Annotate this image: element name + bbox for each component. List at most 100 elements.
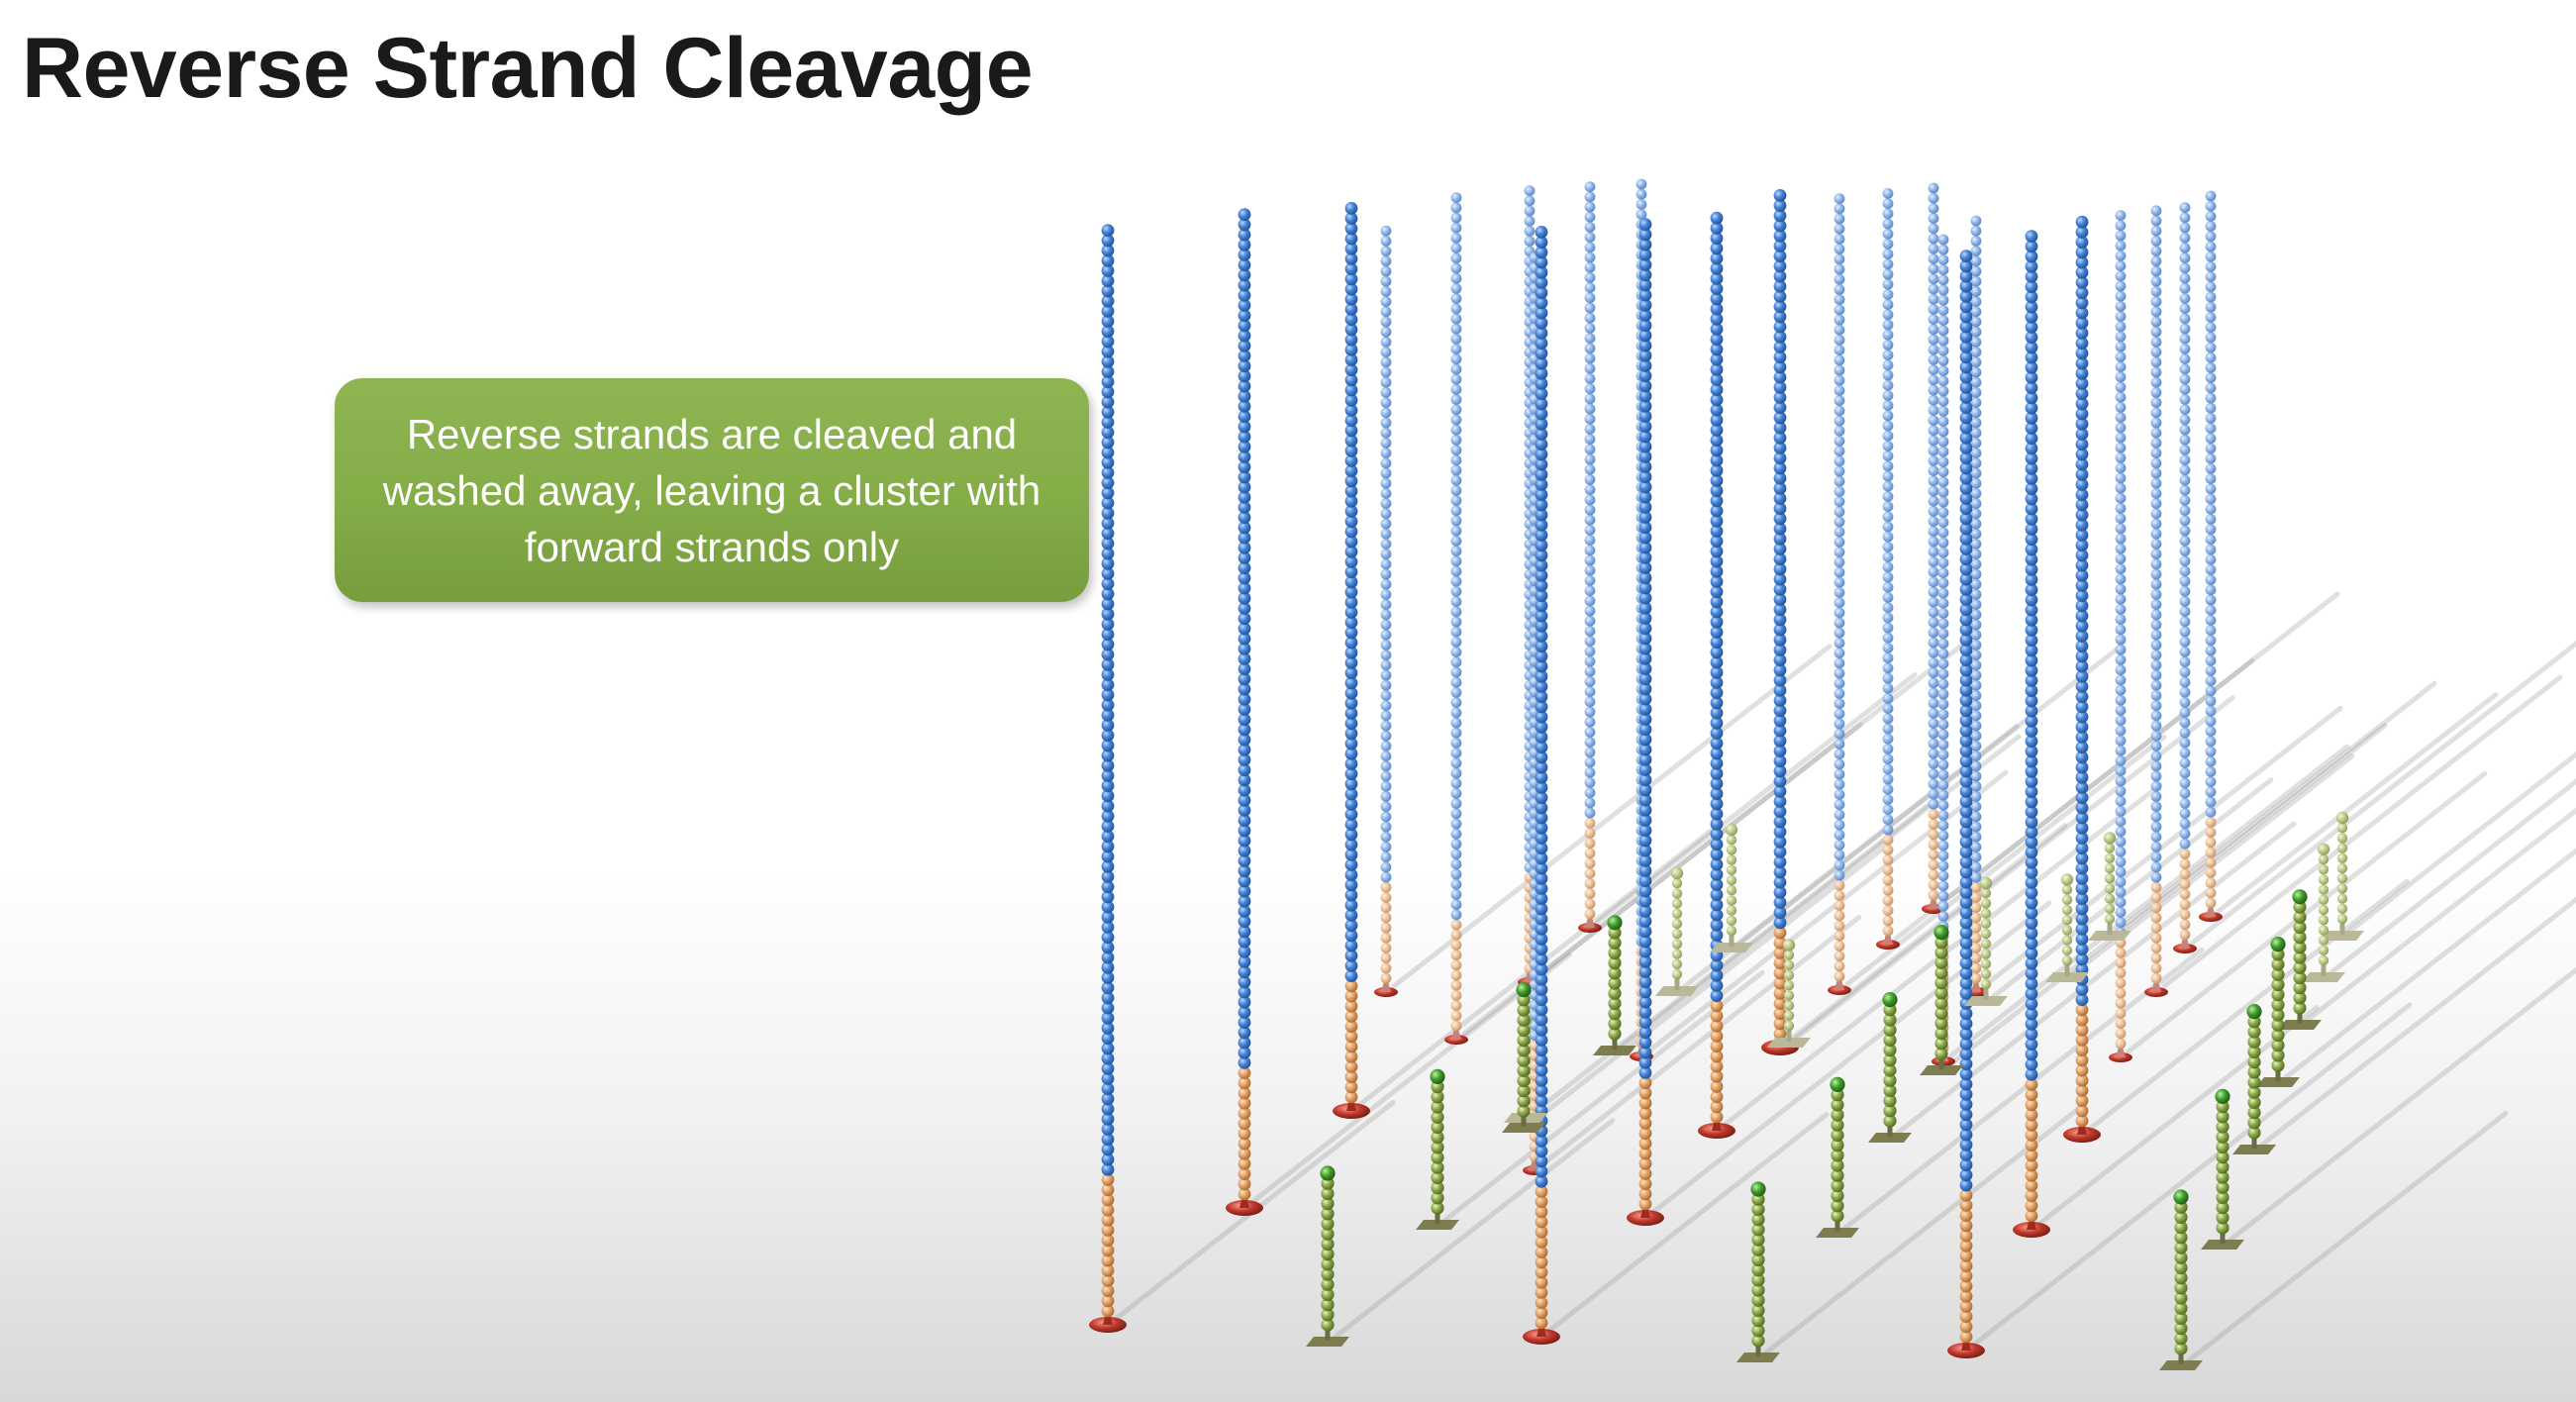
nucleotide-bead: [1238, 915, 1251, 928]
nucleotide-bead: [2150, 932, 2162, 944]
nucleotide-bead: [2025, 896, 2038, 910]
nucleotide-bead: [1450, 262, 1462, 274]
nucleotide-bead: [1380, 720, 1392, 732]
nucleotide-bead: [1380, 549, 1392, 559]
nucleotide-bead: [1882, 491, 1894, 502]
nucleotide-bead: [1970, 751, 1982, 761]
nucleotide-bead: [1710, 999, 1724, 1013]
nucleotide-bead: [1535, 579, 1548, 592]
nucleotide-bead: [1970, 347, 1982, 357]
nucleotide-bead: [1584, 807, 1596, 819]
nucleotide-bead: [1380, 225, 1392, 237]
stub-bead: [2336, 883, 2348, 894]
nucleotide-bead: [1450, 676, 1462, 688]
nucleotide-bead: [1937, 900, 1949, 912]
nucleotide-bead: [2179, 606, 2191, 617]
nucleotide-bead: [1535, 1063, 1548, 1077]
nucleotide-bead: [1937, 678, 1949, 690]
nucleotide-bead: [1773, 623, 1787, 637]
nucleotide-bead: [1535, 690, 1548, 703]
nucleotide-bead: [2025, 876, 2038, 889]
nucleotide-bead: [1882, 410, 1894, 422]
nucleotide-bead: [1238, 622, 1251, 636]
nucleotide-bead: [1970, 962, 1982, 974]
nucleotide-bead: [1959, 936, 1973, 950]
nucleotide-bead: [1344, 404, 1358, 417]
stub-bead: [1608, 936, 1622, 950]
nucleotide-bead: [2115, 846, 2127, 857]
nucleotide-bead: [1638, 379, 1652, 393]
stub-bead: [1726, 895, 1737, 906]
stub-bead: [1934, 996, 1948, 1010]
stub-bead: [1783, 969, 1795, 981]
nucleotide-bead: [1970, 236, 1982, 247]
nucleotide-bead: [1238, 602, 1251, 615]
nucleotide-bead: [1535, 609, 1548, 623]
nucleotide-bead: [1882, 693, 1894, 704]
nucleotide-bead: [2075, 1063, 2089, 1077]
nucleotide-bead: [1937, 345, 1949, 356]
stub-bead: [1431, 1170, 1444, 1184]
nucleotide-bead: [1535, 1296, 1548, 1309]
nucleotide-bead: [2075, 467, 2089, 481]
stub-bead: [2293, 960, 2307, 974]
nucleotide-bead: [1928, 667, 1939, 678]
nucleotide-bead: [2025, 259, 2038, 273]
nucleotide-bead: [1101, 1001, 1115, 1015]
nucleotide-bead: [2115, 917, 2127, 928]
nucleotide-bead: [1535, 276, 1548, 289]
nucleotide-bead: [2150, 296, 2162, 307]
nucleotide-bead: [1380, 640, 1392, 651]
stub-bead: [1831, 1098, 1844, 1112]
nucleotide-bead: [2150, 366, 2162, 378]
nucleotide-bead: [1450, 748, 1462, 758]
nucleotide-bead: [1833, 749, 1845, 759]
nucleotide-bead: [2075, 366, 2089, 380]
nucleotide-bead: [1101, 1052, 1115, 1065]
nucleotide-bead: [1450, 515, 1462, 527]
nucleotide-bead: [1710, 282, 1724, 295]
nucleotide-bead: [1928, 738, 1939, 750]
nucleotide-bead: [2115, 583, 2127, 595]
stub-bead: [1751, 1283, 1765, 1297]
nucleotide-bead: [1344, 989, 1358, 1003]
stub-bead: [1671, 939, 1683, 950]
nucleotide-bead: [2115, 462, 2127, 473]
nucleotide-bead: [1238, 672, 1251, 686]
nucleotide-bead: [1638, 1005, 1652, 1019]
nucleotide-bead: [1344, 484, 1358, 498]
nucleotide-bead: [1344, 414, 1358, 427]
nucleotide-bead: [2205, 271, 2217, 282]
nucleotide-bead: [1937, 416, 1949, 427]
nucleotide-bead: [2205, 897, 2217, 909]
nucleotide-bead: [2150, 751, 2162, 761]
nucleotide-bead: [1380, 488, 1392, 499]
nucleotide-bead: [1959, 421, 1973, 435]
nucleotide-bead: [1937, 587, 1949, 599]
nucleotide-bead: [2179, 495, 2191, 506]
nucleotide-bead: [1584, 323, 1596, 334]
nucleotide-bead: [2075, 912, 2089, 926]
nucleotide-bead: [2150, 255, 2162, 267]
nucleotide-bead: [1970, 427, 1982, 439]
nucleotide-bead: [1773, 896, 1787, 909]
nucleotide-bead: [1380, 337, 1392, 348]
nucleotide-bead: [1101, 405, 1115, 419]
nucleotide-bead: [1882, 794, 1894, 805]
nucleotide-bead: [1101, 466, 1115, 479]
nucleotide-bead: [1970, 407, 1982, 419]
stub-bead: [2174, 1260, 2188, 1274]
nucleotide-bead: [1380, 326, 1392, 338]
nucleotide-bead: [1638, 702, 1652, 716]
nucleotide-bead: [2025, 694, 2038, 708]
nucleotide-bead: [2205, 837, 2217, 849]
nucleotide-bead: [1970, 851, 1982, 862]
nucleotide-bead: [1928, 475, 1939, 487]
nucleotide-bead: [1535, 933, 1548, 946]
nucleotide-bead: [1238, 350, 1251, 362]
nucleotide-bead: [1535, 236, 1548, 250]
nucleotide-bead: [1450, 454, 1462, 466]
nucleotide-bead: [2205, 291, 2217, 303]
nucleotide-bead: [1638, 894, 1652, 908]
nucleotide-bead: [1710, 302, 1724, 316]
